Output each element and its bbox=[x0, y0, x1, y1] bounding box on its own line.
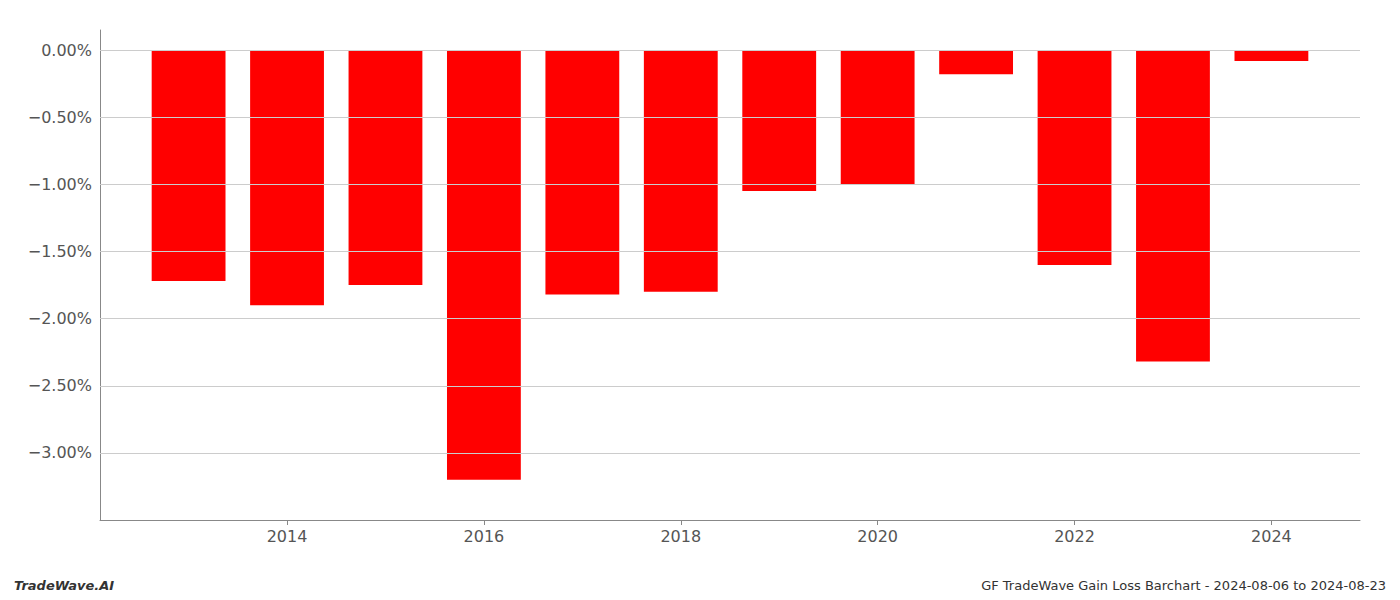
svg-text:2024: 2024 bbox=[1251, 527, 1292, 546]
svg-text:2014: 2014 bbox=[267, 527, 308, 546]
svg-text:−2.00%: −2.00% bbox=[28, 309, 92, 328]
svg-text:−1.00%: −1.00% bbox=[28, 175, 92, 194]
svg-text:−1.50%: −1.50% bbox=[28, 242, 92, 261]
svg-text:−0.50%: −0.50% bbox=[28, 108, 92, 127]
svg-text:2020: 2020 bbox=[857, 527, 898, 546]
svg-text:−2.50%: −2.50% bbox=[28, 376, 92, 395]
svg-text:2018: 2018 bbox=[660, 527, 701, 546]
svg-text:−3.00%: −3.00% bbox=[28, 443, 92, 462]
svg-text:2016: 2016 bbox=[464, 527, 505, 546]
svg-text:0.00%: 0.00% bbox=[41, 41, 92, 60]
svg-text:2022: 2022 bbox=[1054, 527, 1095, 546]
svg-text:TradeWave.AI: TradeWave.AI bbox=[14, 578, 114, 593]
svg-text:GF TradeWave Gain Loss Barchar: GF TradeWave Gain Loss Barchart - 2024-0… bbox=[981, 578, 1386, 593]
